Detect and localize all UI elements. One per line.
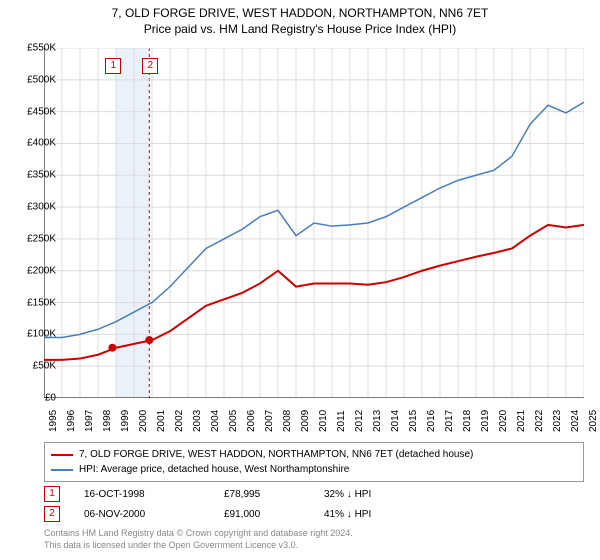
x-tick-label: 2021: [516, 410, 527, 432]
sale-date: 06-NOV-2000: [84, 509, 224, 520]
x-tick-label: 2003: [192, 410, 203, 432]
y-tick-label: £100K: [6, 329, 56, 340]
x-tick-label: 2006: [246, 410, 257, 432]
y-tick-label: £300K: [6, 202, 56, 213]
x-tick-label: 1998: [102, 410, 113, 432]
x-tick-label: 2002: [174, 410, 185, 432]
x-tick-label: 2001: [156, 410, 167, 432]
x-tick-label: 2018: [462, 410, 473, 432]
sale-vs-hpi: 41% ↓ HPI: [324, 509, 444, 520]
y-tick-label: £350K: [6, 170, 56, 181]
y-tick-label: £50K: [6, 361, 56, 372]
x-tick-label: 2022: [534, 410, 545, 432]
x-tick-label: 2012: [354, 410, 365, 432]
sale-marker-box: 2: [142, 58, 158, 74]
y-tick-label: £550K: [6, 43, 56, 54]
y-tick-label: £450K: [6, 106, 56, 117]
legend: 7, OLD FORGE DRIVE, WEST HADDON, NORTHAM…: [44, 442, 584, 482]
x-tick-label: 1997: [84, 410, 95, 432]
sale-price: £78,995: [224, 489, 324, 500]
chart-container: 7, OLD FORGE DRIVE, WEST HADDON, NORTHAM…: [0, 0, 600, 560]
legend-label: 7, OLD FORGE DRIVE, WEST HADDON, NORTHAM…: [79, 447, 473, 462]
sale-marker-box: 1: [105, 58, 121, 74]
sale-marker-icon: 2: [44, 506, 60, 522]
footer-licence: This data is licensed under the Open Gov…: [44, 540, 353, 552]
x-tick-label: 2008: [282, 410, 293, 432]
legend-label: HPI: Average price, detached house, West…: [79, 462, 349, 477]
y-tick-label: £250K: [6, 233, 56, 244]
legend-swatch: [51, 454, 73, 456]
footer-copyright: Contains HM Land Registry data © Crown c…: [44, 528, 353, 540]
legend-swatch: [51, 469, 73, 471]
sales-row: 2 06-NOV-2000 £91,000 41% ↓ HPI: [44, 504, 444, 524]
y-tick-label: £200K: [6, 265, 56, 276]
y-tick-label: £500K: [6, 74, 56, 85]
legend-item: HPI: Average price, detached house, West…: [51, 462, 577, 477]
x-tick-label: 2010: [318, 410, 329, 432]
x-tick-label: 2020: [498, 410, 509, 432]
x-tick-label: 1996: [66, 410, 77, 432]
x-tick-label: 2016: [426, 410, 437, 432]
title-address: 7, OLD FORGE DRIVE, WEST HADDON, NORTHAM…: [0, 6, 600, 22]
x-tick-label: 2014: [390, 410, 401, 432]
sales-row: 1 16-OCT-1998 £78,995 32% ↓ HPI: [44, 484, 444, 504]
x-tick-label: 2004: [210, 410, 221, 432]
x-tick-label: 2023: [552, 410, 563, 432]
x-tick-label: 2015: [408, 410, 419, 432]
x-tick-label: 2011: [336, 410, 347, 432]
x-tick-label: 2007: [264, 410, 275, 432]
x-tick-label: 2005: [228, 410, 239, 432]
legend-item: 7, OLD FORGE DRIVE, WEST HADDON, NORTHAM…: [51, 447, 577, 462]
x-tick-label: 2000: [138, 410, 149, 432]
sale-marker-icon: 1: [44, 486, 60, 502]
sale-date: 16-OCT-1998: [84, 489, 224, 500]
title-subtitle: Price paid vs. HM Land Registry's House …: [0, 22, 600, 38]
x-tick-label: 2017: [444, 410, 455, 432]
x-tick-label: 2013: [372, 410, 383, 432]
chart-svg: [44, 48, 584, 398]
y-tick-label: £0: [6, 393, 56, 404]
x-tick-label: 2009: [300, 410, 311, 432]
x-tick-label: 2019: [480, 410, 491, 432]
footer: Contains HM Land Registry data © Crown c…: [44, 528, 353, 551]
sale-vs-hpi: 32% ↓ HPI: [324, 489, 444, 500]
x-tick-label: 1995: [48, 410, 59, 432]
x-tick-label: 1999: [120, 410, 131, 432]
chart-title: 7, OLD FORGE DRIVE, WEST HADDON, NORTHAM…: [0, 0, 600, 37]
x-tick-label: 2025: [588, 410, 599, 432]
sales-table: 1 16-OCT-1998 £78,995 32% ↓ HPI 2 06-NOV…: [44, 484, 444, 524]
plot-area: [44, 48, 584, 398]
x-tick-label: 2024: [570, 410, 581, 432]
y-tick-label: £400K: [6, 138, 56, 149]
sale-price: £91,000: [224, 509, 324, 520]
y-tick-label: £150K: [6, 297, 56, 308]
